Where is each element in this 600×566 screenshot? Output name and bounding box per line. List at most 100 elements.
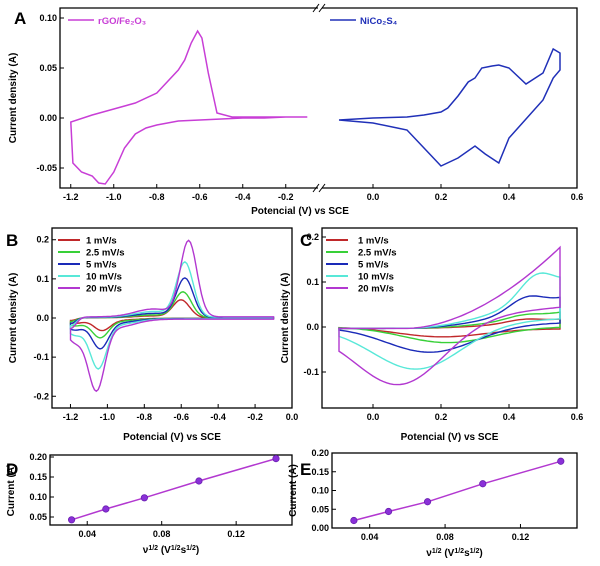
panel-A-left-x-tick-label: -0.2 [278, 192, 294, 202]
panel-D-data-point-4 [272, 454, 280, 463]
panel-A-right-x-tick-label: 0.4 [503, 192, 516, 202]
panel-C-legend-label-0: 1 mV/s [358, 236, 389, 247]
panel-B-series-line-4 [69, 239, 275, 393]
panel-E-x-tick-label: 0.08 [436, 532, 454, 542]
panel-C-plot-frame [321, 227, 578, 409]
panel-D-y-tick-label: 0.10 [29, 492, 47, 502]
panel-A-legend-label-nico2s4: NiCo₂S₄ [360, 16, 398, 27]
panel-C-legend-label-2: 5 mV/s [358, 260, 389, 271]
panel-D-fit-line [71, 457, 277, 521]
panel-E-data-point-0 [350, 516, 358, 525]
panel-B-y-tick-label: 0.0 [36, 313, 49, 323]
panel-A-left-x-tick-label: -1.0 [106, 192, 122, 202]
panel-A-y-tick-label: 0.05 [39, 63, 57, 73]
panel-A-axis-break-mark [318, 3, 326, 13]
panel-B-x-tick-label: -1.2 [63, 412, 79, 422]
panel-B-legend-label-0: 1 mV/s [86, 236, 117, 247]
panel-C-y-tick-label: 0.1 [306, 277, 319, 287]
panel-C-x-tick-label: 0.4 [503, 412, 516, 422]
panel-D-x-axis-label: ν1/2 (V1/2s1/2) [143, 545, 199, 557]
panel-A-left-x-tick-label: -0.4 [235, 192, 251, 202]
panel-C-y-tick-label: 0.0 [306, 322, 319, 332]
panel-B-y-tick-label: -0.1 [33, 352, 49, 362]
panel-E-data-point-2 [423, 498, 432, 506]
panel-D-data-point-3 [195, 477, 203, 485]
panel-A-right-x-tick-label: 0.2 [435, 192, 448, 202]
panel-A-axis-break-mark [312, 3, 320, 13]
panel-D-y-tick-label: 0.20 [29, 452, 47, 462]
panel-C-legend-label-3: 10 mV/s [358, 272, 394, 283]
panel-B-x-tick-label: -1.0 [100, 412, 116, 422]
panel-C-legend-label-1: 2.5 mV/s [358, 248, 397, 259]
panel-C-legend-label-4: 20 mV/s [358, 284, 394, 295]
panel-A-legend-label-rgo-fe2o3: rGO/Fe₂O₃ [98, 16, 146, 27]
panel-E-x-axis-label: ν1/2 (V1/2s1/2) [426, 548, 482, 560]
panel-A-x-axis-label: Potencial (V) vs SCE [251, 206, 349, 217]
panel-A-left-x-tick-label: -0.6 [192, 192, 208, 202]
panel-B-legend-label-2: 5 mV/s [86, 260, 117, 271]
panel-C-series-line-4 [338, 245, 561, 386]
panel-A-right-x-tick-label: 0.0 [367, 192, 380, 202]
panel-E-label: E [300, 460, 311, 479]
panel-A-left-x-tick-label: -0.8 [149, 192, 165, 202]
panel-D-plot-frame [49, 454, 293, 526]
panel-A-left-x-tick-label: -1.2 [63, 192, 79, 202]
panel-D-x-tick-label: 0.04 [78, 529, 96, 539]
panel-B-x-tick-label: -0.2 [247, 412, 263, 422]
panel-B-y-tick-label: 0.1 [36, 274, 49, 284]
panel-D-y-tick-label: 0.05 [29, 512, 47, 522]
panel-E-y-tick-label: 0.10 [311, 486, 329, 496]
panel-D-y-axis-label: Current (A) [6, 464, 17, 517]
panel-B-y-tick-label: 0.2 [36, 235, 49, 245]
panel-D-data-point-2 [140, 494, 148, 502]
panel-C-x-axis-label: Potencial (V) vs SCE [401, 432, 499, 443]
panel-B-label: B [6, 231, 18, 250]
panel-E-data-point-4 [557, 457, 565, 465]
panel-A-y-axis-label: Current density (A) [8, 53, 19, 144]
panel-D-data-point-0 [67, 516, 76, 524]
panel-C-y-tick-label: 0.2 [306, 232, 319, 242]
panel-D-data-point-1 [102, 505, 110, 513]
panel-C-x-tick-label: 0.6 [571, 412, 584, 422]
panel-B-x-tick-label: -0.8 [137, 412, 153, 422]
panel-C-x-tick-label: 0.2 [435, 412, 448, 422]
panel-A-y-tick-label: 0.10 [39, 13, 57, 23]
panel-C-label: C [300, 231, 312, 250]
panel-A-label: A [14, 9, 26, 28]
panel-B-legend-label-4: 20 mV/s [86, 284, 122, 295]
panel-A-axis-break-mark [312, 183, 320, 193]
panel-C-y-axis-label: Current density (A) [280, 273, 291, 364]
panel-A-axis-break-mark [318, 183, 326, 193]
panel-A-frame-left [59, 7, 318, 189]
panel-B-x-tick-label: -0.6 [173, 412, 189, 422]
panel-E-data-point-3 [479, 480, 487, 488]
panel-A-series-nico2s4-line [338, 47, 561, 167]
panel-A-right-x-tick-label: 0.6 [571, 192, 584, 202]
panel-E-x-tick-label: 0.12 [512, 532, 530, 542]
panel-E-x-tick-label: 0.04 [361, 532, 379, 542]
panel-B-legend-label-1: 2.5 mV/s [86, 248, 125, 259]
panel-D-label: D [6, 460, 18, 479]
panel-E-y-tick-label: 0.20 [311, 448, 329, 458]
panel-E-y-tick-label: 0.00 [311, 523, 329, 533]
panel-E-data-point-1 [384, 507, 393, 516]
panel-C-y-tick-label: -0.1 [303, 367, 319, 377]
panel-D-x-tick-label: 0.08 [153, 529, 171, 539]
panel-E-y-axis-label: Current (A) [288, 464, 299, 517]
panel-A-series-rgo-fe2o3-line [70, 29, 308, 185]
panel-A-frame-right [322, 7, 578, 189]
panel-A-y-tick-label: -0.05 [36, 163, 57, 173]
panel-E-fit-line [353, 460, 562, 522]
panel-D-x-tick-label: 0.12 [227, 529, 245, 539]
panel-B-x-axis-label: Potencial (V) vs SCE [123, 432, 221, 443]
panel-D-y-tick-label: 0.15 [29, 472, 47, 482]
panel-E-y-tick-label: 0.05 [311, 504, 329, 514]
panel-B-legend-label-3: 10 mV/s [86, 272, 122, 283]
panel-B-y-tick-label: -0.2 [33, 391, 49, 401]
panel-A-y-tick-label: 0.00 [39, 113, 57, 123]
panel-B-y-axis-label: Current density (A) [8, 273, 19, 364]
panel-B-x-tick-label: 0.0 [286, 412, 299, 422]
panel-E-y-tick-label: 0.15 [311, 467, 329, 477]
panel-B-x-tick-label: -0.4 [210, 412, 226, 422]
